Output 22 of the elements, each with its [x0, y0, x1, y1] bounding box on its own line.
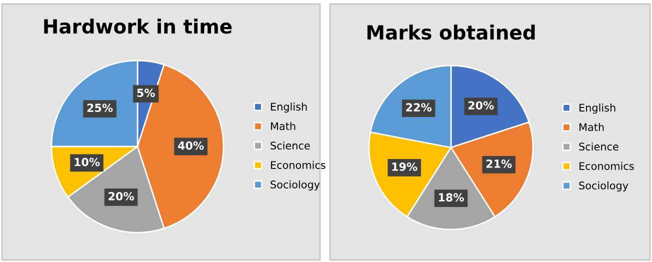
legend-label: Math	[271, 122, 296, 130]
chart-title: Hardwork in time	[44, 18, 232, 34]
data-label: 19%	[392, 162, 418, 171]
legend-label: Economics	[271, 160, 326, 169]
legend-label: Economics	[580, 162, 634, 170]
data-label: 10%	[74, 158, 100, 166]
legend-label: Science	[270, 141, 310, 150]
data-label: 25%	[87, 104, 113, 112]
data-label: 5%	[137, 88, 155, 98]
data-label: 21%	[486, 160, 512, 168]
legend-label: Math	[580, 123, 604, 132]
chart-title: Marks obtained	[367, 24, 535, 40]
data-label: 18%	[438, 193, 464, 202]
data-label: 20%	[468, 101, 494, 110]
data-label: 20%	[108, 192, 134, 200]
data-label: 40%	[178, 141, 204, 150]
legend-label: Sociology	[270, 180, 320, 190]
legend-label: Sociology	[579, 181, 628, 192]
legend-label: English	[271, 102, 307, 113]
data-label: 22%	[406, 103, 432, 112]
legend-label: Science	[579, 142, 618, 151]
legend-label: English	[580, 104, 616, 114]
